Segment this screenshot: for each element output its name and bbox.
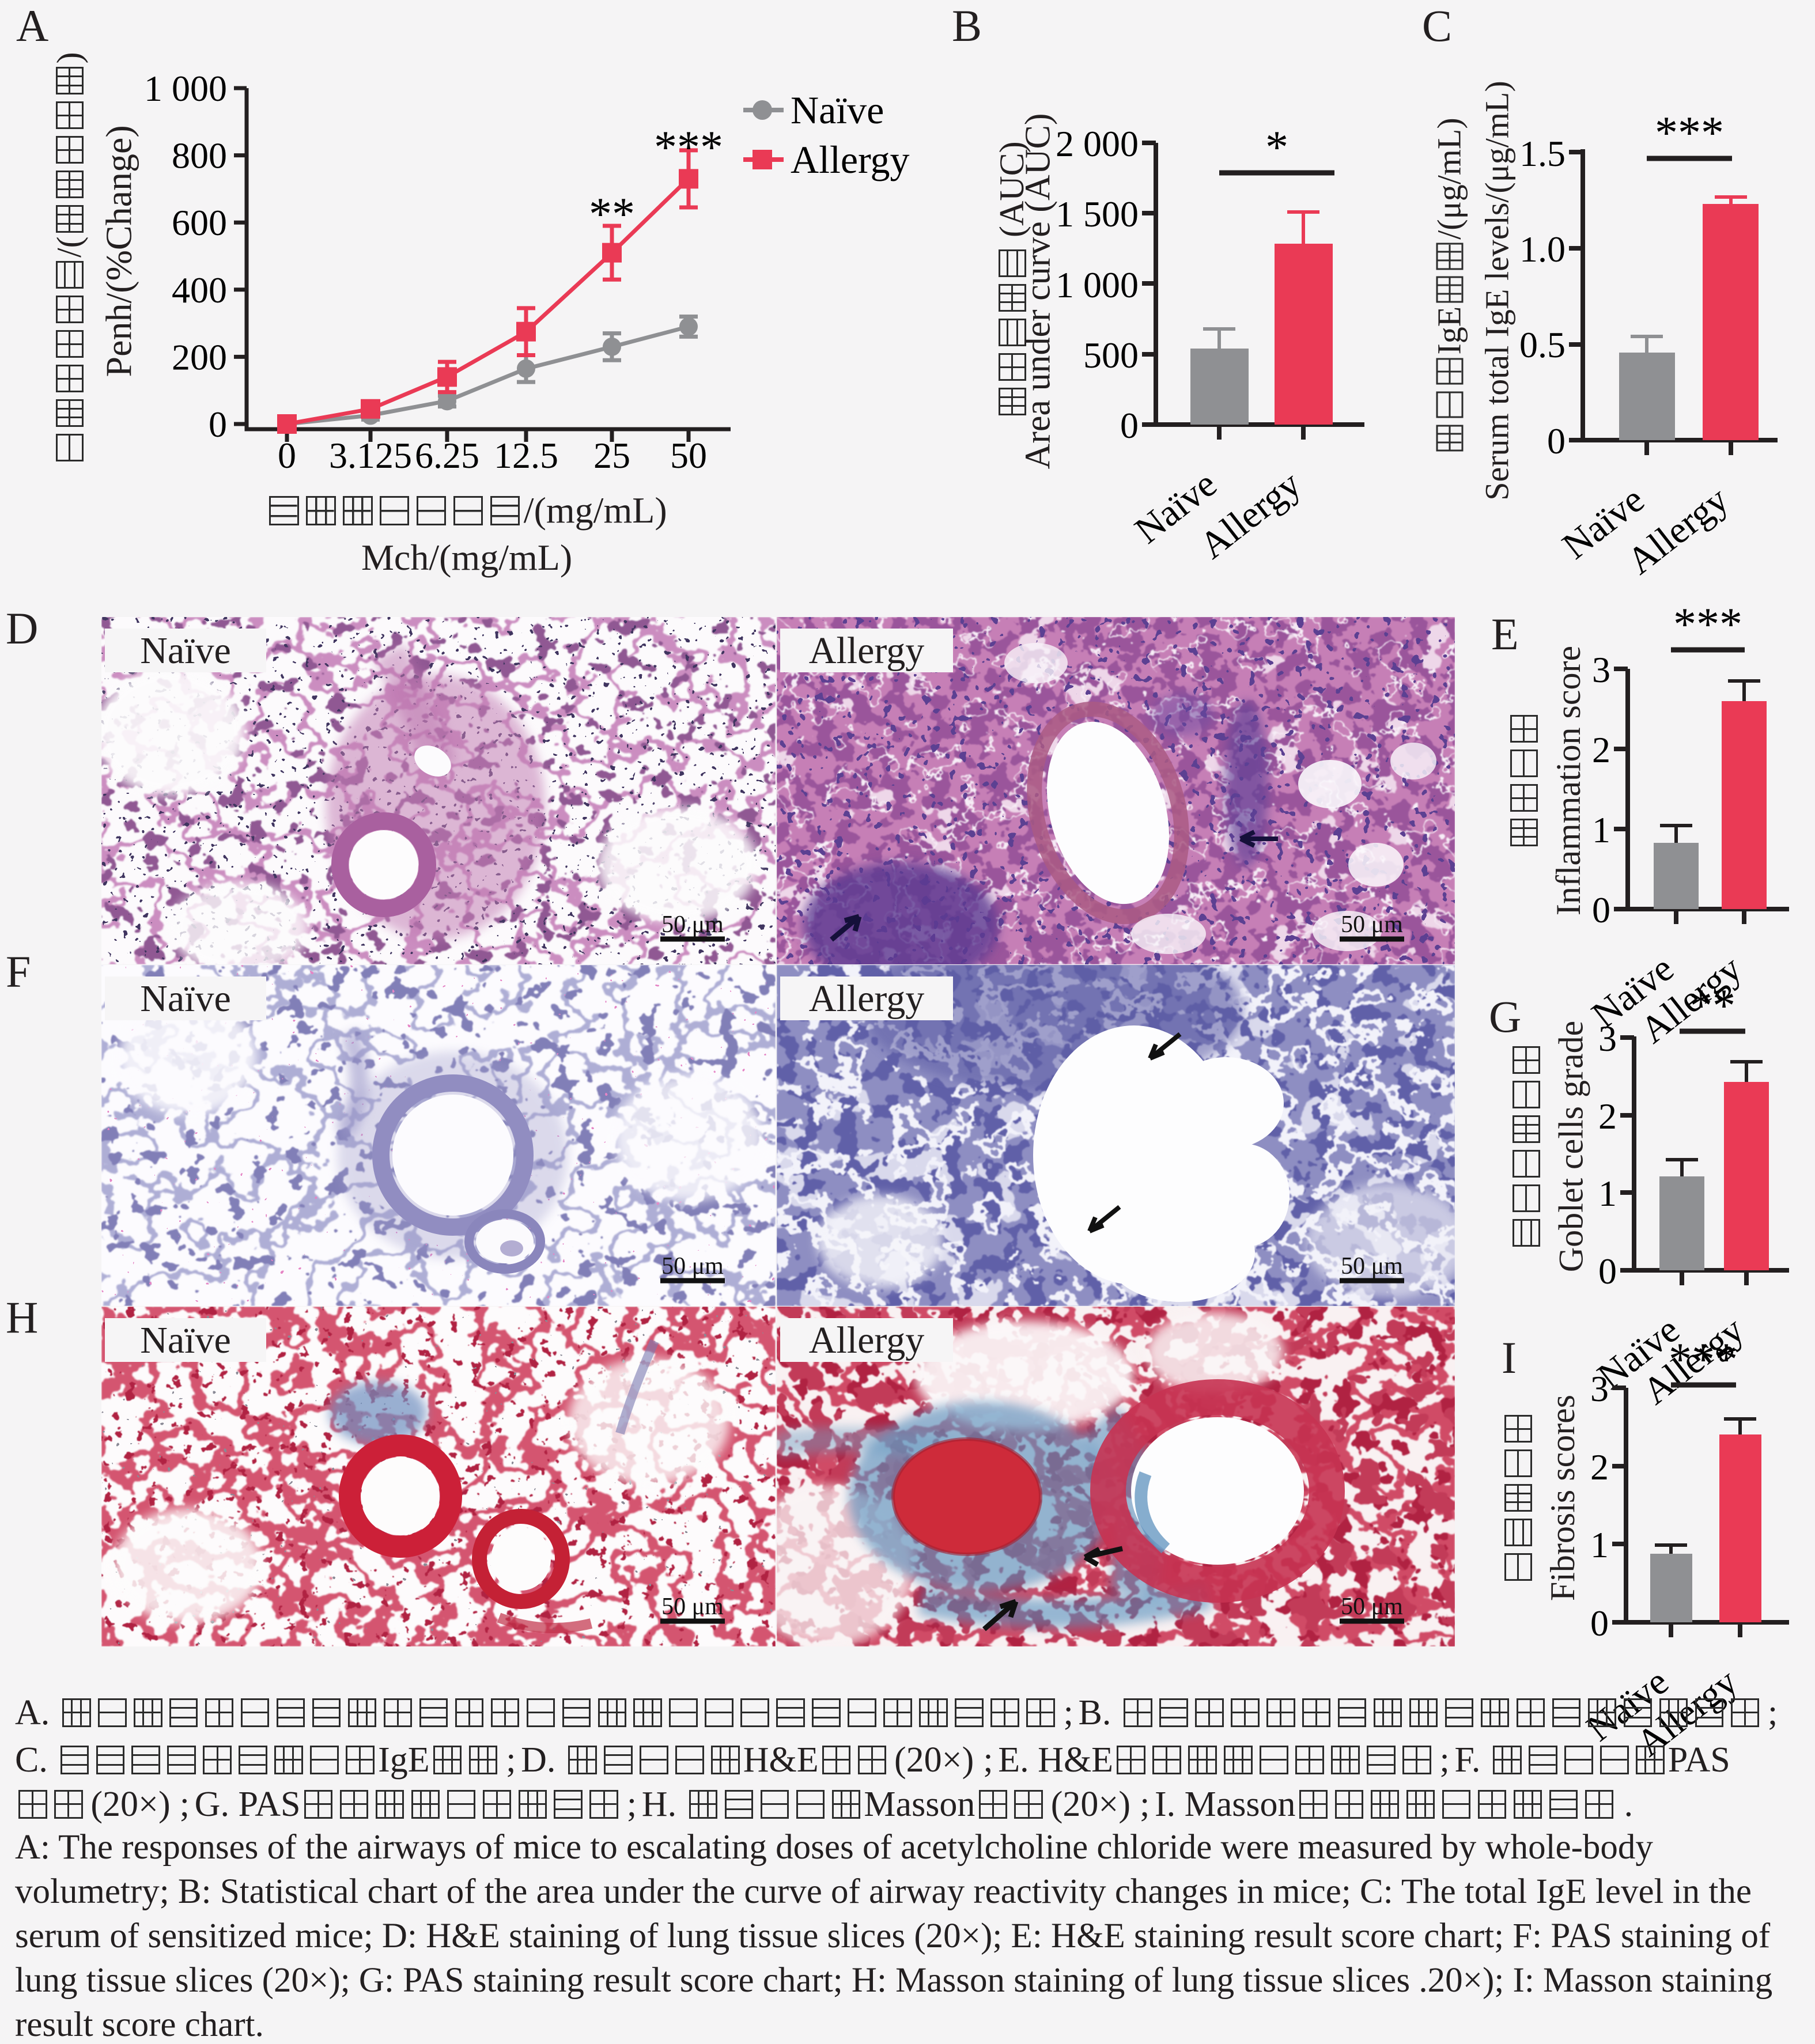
svg-text:Naïve: Naïve [140, 978, 231, 1020]
svg-text:***: *** [1673, 600, 1742, 650]
svg-text:1: 1 [1590, 1524, 1609, 1565]
svg-text:1: 1 [1592, 809, 1610, 850]
svg-text:0: 0 [1598, 1251, 1617, 1292]
svg-text:0: 0 [1592, 889, 1610, 930]
svg-text:1 500: 1 500 [1056, 194, 1139, 234]
svg-text:0: 0 [209, 404, 227, 445]
svg-text:25: 25 [593, 435, 630, 476]
svg-text:2: 2 [1598, 1096, 1617, 1137]
svg-text:500: 500 [1083, 335, 1139, 376]
svg-text:Allergy: Allergy [809, 1319, 924, 1361]
svg-text:0: 0 [1120, 405, 1139, 446]
svg-text:50 μm: 50 μm [1341, 911, 1403, 938]
svg-text:Naïve: Naïve [791, 88, 884, 132]
svg-text:1 000: 1 000 [1056, 264, 1139, 305]
svg-text:2: 2 [1590, 1447, 1609, 1487]
svg-text:**: ** [1689, 981, 1735, 1031]
svg-text:0: 0 [1590, 1603, 1609, 1644]
svg-text:2 000: 2 000 [1056, 123, 1139, 164]
svg-text:2: 2 [1592, 729, 1610, 770]
svg-text:200: 200 [172, 336, 227, 377]
svg-text:1 000: 1 000 [144, 68, 227, 109]
svg-text:400: 400 [172, 270, 227, 311]
svg-text:1.0: 1.0 [1519, 229, 1566, 270]
svg-text:50 μm: 50 μm [661, 1593, 724, 1620]
svg-text:Allergy: Allergy [791, 138, 910, 181]
svg-text:1: 1 [1598, 1173, 1617, 1214]
svg-text:Naïve: Naïve [140, 1319, 231, 1361]
svg-text:0.5: 0.5 [1519, 324, 1566, 365]
svg-text:50 μm: 50 μm [661, 911, 724, 938]
svg-text:Naïve: Naïve [140, 630, 231, 672]
svg-text:600: 600 [172, 202, 227, 243]
svg-text:***: *** [654, 122, 723, 173]
svg-text:6.25: 6.25 [415, 435, 479, 476]
svg-text:**: ** [589, 189, 635, 240]
svg-text:***: *** [1655, 108, 1724, 158]
svg-text:1.5: 1.5 [1519, 133, 1566, 174]
svg-text:50 μm: 50 μm [661, 1253, 724, 1280]
svg-text:800: 800 [172, 135, 227, 176]
svg-text:3: 3 [1598, 1018, 1617, 1059]
svg-text:50 μm: 50 μm [1341, 1593, 1403, 1620]
svg-text:3.125: 3.125 [329, 435, 412, 476]
svg-text:50: 50 [670, 435, 707, 476]
svg-text:3: 3 [1592, 649, 1610, 690]
svg-text:0: 0 [278, 435, 296, 476]
svg-text:50 μm: 50 μm [1341, 1253, 1403, 1280]
svg-text:*: * [1265, 122, 1288, 173]
svg-text:Allergy: Allergy [809, 630, 924, 672]
svg-text:***: *** [1669, 1334, 1738, 1385]
svg-text:0: 0 [1547, 421, 1566, 461]
svg-text:3: 3 [1590, 1368, 1609, 1409]
svg-text:Allergy: Allergy [809, 978, 924, 1020]
svg-text:12.5: 12.5 [494, 435, 558, 476]
